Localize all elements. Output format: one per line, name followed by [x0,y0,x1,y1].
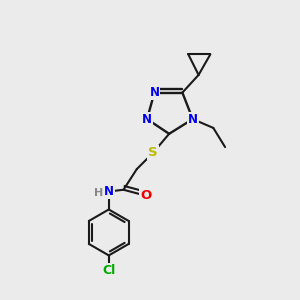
Text: N: N [149,86,159,99]
Text: N: N [104,185,114,198]
Text: O: O [140,189,151,202]
Text: H: H [94,188,103,198]
Text: N: N [188,112,198,126]
Text: N: N [142,112,152,126]
Text: Cl: Cl [102,264,116,277]
Text: S: S [148,146,158,159]
